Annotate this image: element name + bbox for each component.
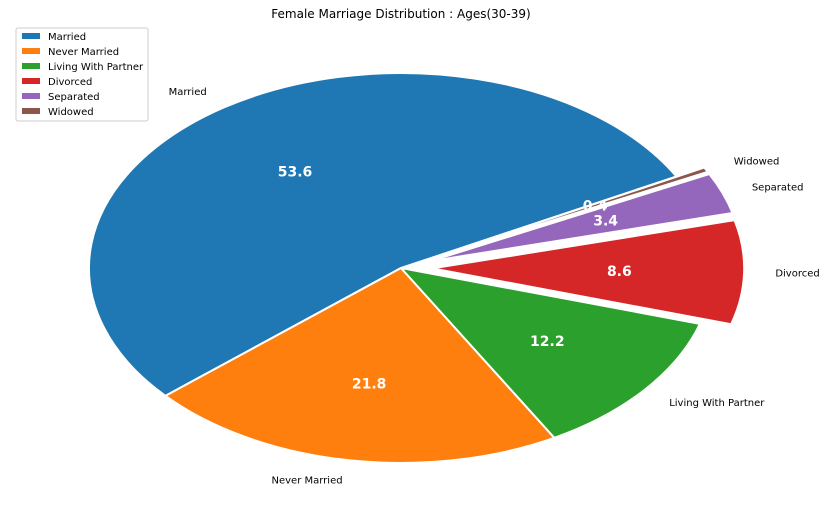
slice-label-divorced: Divorced xyxy=(775,269,819,280)
legend-swatch-divorced xyxy=(22,78,40,84)
legend-swatch-living-with-partner xyxy=(22,63,40,69)
pie-slice-never-married xyxy=(164,267,556,464)
legend-swatch-never-married xyxy=(22,48,40,54)
slice-value-married: 53.6 xyxy=(278,165,313,181)
slice-value-divorced: 8.6 xyxy=(607,264,632,280)
legend-frame xyxy=(15,27,149,122)
legend-swatch-married xyxy=(22,33,40,39)
legend-label-widowed: Widowed xyxy=(48,107,94,118)
legend-label-divorced: Divorced xyxy=(48,77,92,88)
slice-value-widowed: 0.4 xyxy=(583,198,608,214)
slice-value-never-married: 21.8 xyxy=(352,376,387,392)
pie-slice-widowed xyxy=(427,166,709,261)
legend-label-married: Married xyxy=(48,32,86,43)
pie-slice-separated xyxy=(429,172,734,263)
pie-slice-divorced xyxy=(431,219,746,326)
legend-label-separated: Separated xyxy=(48,92,100,103)
legend: Married Never Married Living With Partner D… xyxy=(15,27,149,122)
slice-label-never-married: Never Married xyxy=(272,475,343,486)
slice-label-separated: Separated xyxy=(752,182,804,193)
pie-slices xyxy=(88,72,746,464)
legend-label-living-with-partner: Living With Partner xyxy=(48,62,144,73)
chart-title: Female Marriage Distribution : Ages(30-3… xyxy=(271,7,530,21)
legend-swatch-separated xyxy=(22,93,40,99)
slice-value-living-with-partner: 12.2 xyxy=(530,334,565,350)
legend-swatch-widowed xyxy=(22,108,40,114)
slice-value-separated: 3.4 xyxy=(593,213,618,229)
legend-label-never-married: Never Married xyxy=(48,47,119,58)
slice-label-living-with-partner: Living With Partner xyxy=(669,398,765,409)
pie-slice-living-with-partner xyxy=(400,267,701,439)
slice-label-widowed: Widowed xyxy=(734,157,780,168)
pie-labels: Married 53.6 Never Married 21.8 Living With … xyxy=(169,87,820,486)
pie-slice-married xyxy=(88,72,678,397)
slice-label-married: Married xyxy=(169,87,207,98)
